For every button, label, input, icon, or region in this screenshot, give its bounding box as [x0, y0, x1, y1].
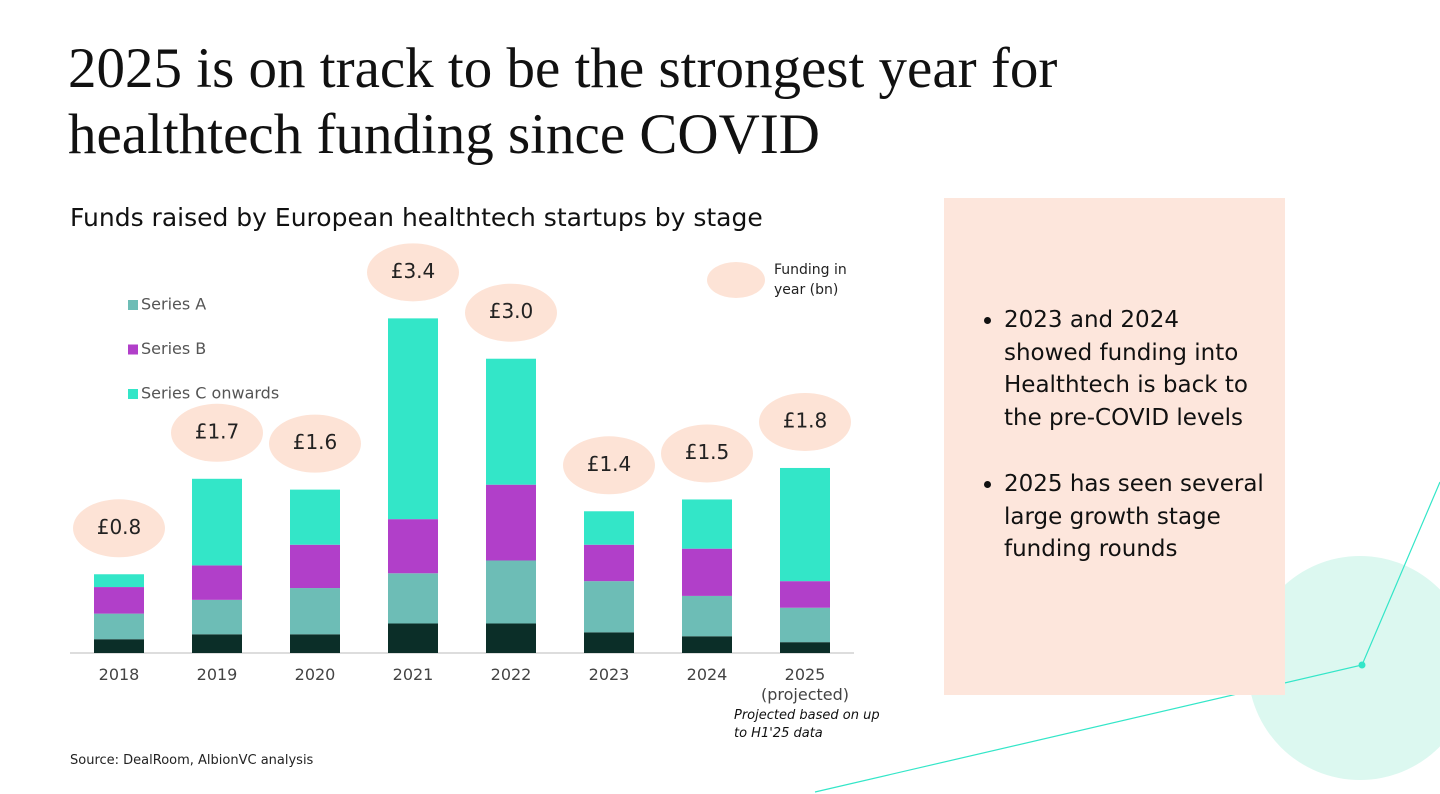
bar-segment	[192, 634, 242, 653]
bar-segment	[780, 642, 830, 653]
legend-label: Series A	[141, 295, 206, 314]
side-panel: 2023 and 2024 showed funding into Health…	[944, 198, 1285, 695]
total-bubble	[661, 424, 753, 483]
bar-segment	[682, 499, 732, 549]
total-label: £1.6	[293, 430, 338, 454]
x-tick-label: 2021	[392, 665, 434, 684]
total-bubble	[563, 436, 655, 495]
bar-segment	[486, 358, 536, 485]
x-tick-label: 2019	[196, 665, 238, 684]
bar-segment	[290, 588, 340, 635]
bar-segment	[780, 607, 830, 643]
legend-swatch	[128, 389, 138, 399]
subtitle: Funds raised by European healthtech star…	[70, 203, 763, 232]
x-tick-label: 2023	[588, 665, 630, 684]
total-label: £1.5	[685, 440, 730, 464]
bar-segment	[388, 623, 438, 653]
bar-segment	[584, 632, 634, 653]
bar-segment	[94, 639, 144, 653]
total-bubble	[367, 243, 459, 302]
total-bubble	[73, 499, 165, 558]
bullet: 2023 and 2024 showed funding into Health…	[1004, 304, 1265, 434]
source: Source: DealRoom, AlbionVC analysis	[70, 753, 314, 768]
total-bubble	[465, 283, 557, 342]
bar-segment	[388, 519, 438, 574]
total-label: £3.4	[391, 259, 436, 283]
bar-segment	[290, 544, 340, 589]
bar-segment	[682, 595, 732, 637]
x-tick-label: 2024	[686, 665, 728, 684]
title: 2025 is on track to be the strongest yea…	[68, 37, 1058, 166]
total-label: £0.8	[97, 515, 142, 539]
bar-segment	[682, 636, 732, 653]
bar-segment	[486, 560, 536, 624]
bar-segment	[192, 478, 242, 566]
bar-segment	[780, 467, 830, 582]
total-bubble	[269, 414, 361, 473]
total-label: £1.4	[587, 452, 632, 476]
bar-segment	[486, 484, 536, 561]
bar-segment	[192, 565, 242, 600]
legend-swatch	[128, 344, 138, 355]
bar-segment	[192, 599, 242, 635]
bullet-list: 2023 and 2024 showed funding into Health…	[944, 304, 1285, 566]
bar-segment	[388, 318, 438, 520]
x-tick-label: 2025 (projected)	[760, 665, 849, 704]
bar-segment	[290, 634, 340, 653]
total-label: £1.8	[783, 408, 828, 432]
decor-dot	[1358, 661, 1366, 669]
bar-segment	[584, 544, 634, 582]
bar-segment	[584, 581, 634, 633]
x-tick-label: 2020	[294, 665, 336, 684]
bullet: 2025 has seen several large growth stage…	[1004, 468, 1265, 566]
bar-segment	[682, 548, 732, 596]
total-bubble	[759, 392, 851, 451]
bar-segment	[94, 587, 144, 614]
bar-segment	[780, 581, 830, 608]
bar-segment	[94, 613, 144, 640]
bar-segment	[486, 623, 536, 653]
total-label: £1.7	[195, 419, 240, 443]
total-label: £3.0	[489, 299, 534, 323]
total-bubble	[171, 403, 263, 462]
x-tick-label: 2018	[98, 665, 140, 684]
legend-label: Series B	[141, 339, 206, 358]
legend-swatch	[128, 300, 138, 310]
note: Projected based on up to H1'25 data	[734, 708, 880, 741]
legend-label: Funding in year (bn)	[774, 262, 847, 298]
x-tick-label: 2022	[490, 665, 532, 684]
bar-segment	[388, 573, 438, 624]
decor-circle	[1248, 556, 1440, 780]
legend-swatch	[707, 262, 765, 298]
bar-segment	[584, 511, 634, 545]
bar-segment	[290, 489, 340, 545]
bar-segment	[94, 574, 144, 588]
legend-label: Series C onwards	[141, 384, 279, 403]
